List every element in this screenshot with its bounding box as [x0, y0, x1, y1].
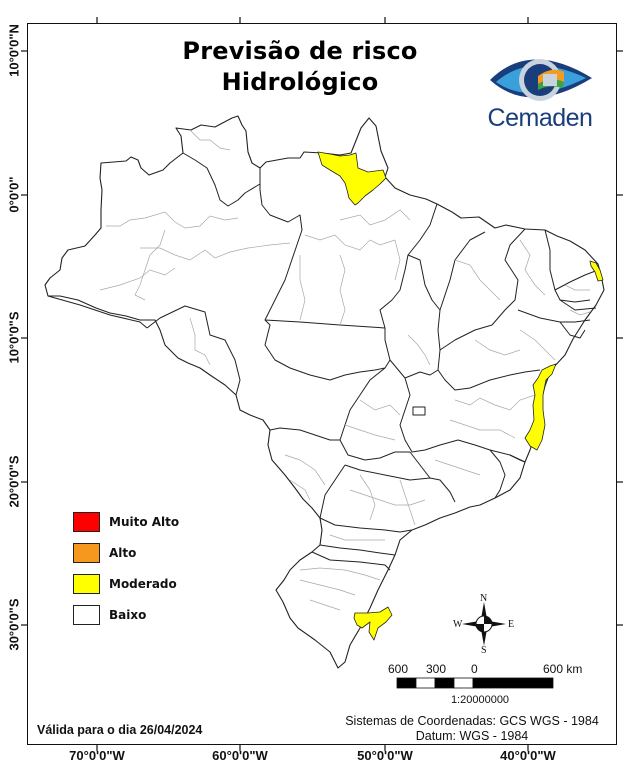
- region-rn-coast: [589, 260, 604, 282]
- legend-swatch-red: [73, 511, 100, 532]
- lat-label-10s: 10°0'0"S: [6, 311, 22, 364]
- legend-item-baixo: Baixo: [73, 599, 179, 630]
- lat-label-30s: 30°0'0"S: [6, 598, 22, 651]
- lat-label-20s: 20°0'0"S: [6, 455, 22, 508]
- datum: Datum: WGS - 1984: [415, 729, 529, 743]
- compass-south: S: [481, 645, 487, 656]
- valid-date: 26/04/2024: [139, 723, 203, 737]
- legend-item-moderado: Moderado: [73, 568, 179, 599]
- legend-label: Moderado: [109, 576, 177, 591]
- region-rs-east: [353, 606, 393, 641]
- scale-label-0: 0: [471, 662, 478, 676]
- lat-label-0: 0°0'0": [6, 176, 22, 213]
- legend-swatch-yellow: [73, 573, 100, 594]
- coordinate-info: Sistemas de Coordenadas: GCS WGS - 1984 …: [330, 714, 614, 744]
- title-line-2: Hidrológico: [221, 68, 379, 96]
- legend: Muito Alto Alto Moderado Baixo: [73, 506, 179, 630]
- compass-north: N: [480, 593, 488, 604]
- legend-item-muito-alto: Muito Alto: [73, 506, 179, 537]
- map-frame: [27, 23, 617, 745]
- scale-label-600-left: 600: [388, 662, 409, 676]
- map-title: Previsão de risco Hidrológico: [150, 36, 450, 98]
- legend-label: Baixo: [109, 607, 147, 622]
- coordinate-system: Sistemas de Coordenadas: GCS WGS - 1984: [345, 714, 599, 728]
- state-borders: [47, 152, 599, 571]
- compass-rose-icon: [462, 602, 506, 646]
- valid-prefix: Válida para o dia: [37, 723, 140, 737]
- legend-label: Alto: [109, 545, 137, 560]
- scale-label-600-km: 600 km: [543, 662, 583, 676]
- region-amapa: [317, 151, 387, 206]
- frame-ticks: [21, 17, 623, 751]
- compass-east: E: [508, 619, 515, 630]
- lat-label-10n: 10°0'0"N: [6, 24, 22, 77]
- compass-west: W: [453, 619, 463, 630]
- moderate-risk-regions: [317, 151, 604, 641]
- title-line-1: Previsão de risco: [182, 37, 418, 65]
- scale-label-300: 300: [426, 662, 447, 676]
- scale-bar: [396, 677, 554, 689]
- valid-date-text: Válida para o dia 26/04/2024: [37, 723, 202, 737]
- internal-borders: [99, 129, 591, 611]
- legend-swatch-white: [73, 604, 100, 625]
- legend-item-alto: Alto: [73, 537, 179, 568]
- lon-label-70w: 70°0'0"W: [69, 748, 125, 763]
- brazil-outline: [44, 115, 605, 669]
- scale-ratio: 1:20000000: [450, 694, 510, 706]
- lon-label-50w: 50°0'0"W: [357, 748, 413, 763]
- cemaden-logo-icon: [490, 59, 592, 101]
- region-bahia-coast: [524, 363, 557, 451]
- lon-label-40w: 40°0'0"W: [500, 748, 556, 763]
- lon-label-60w: 60°0'0"W: [212, 748, 268, 763]
- legend-swatch-orange: [73, 542, 100, 563]
- cemaden-logo-text: Cemaden: [487, 104, 593, 132]
- legend-label: Muito Alto: [109, 514, 180, 529]
